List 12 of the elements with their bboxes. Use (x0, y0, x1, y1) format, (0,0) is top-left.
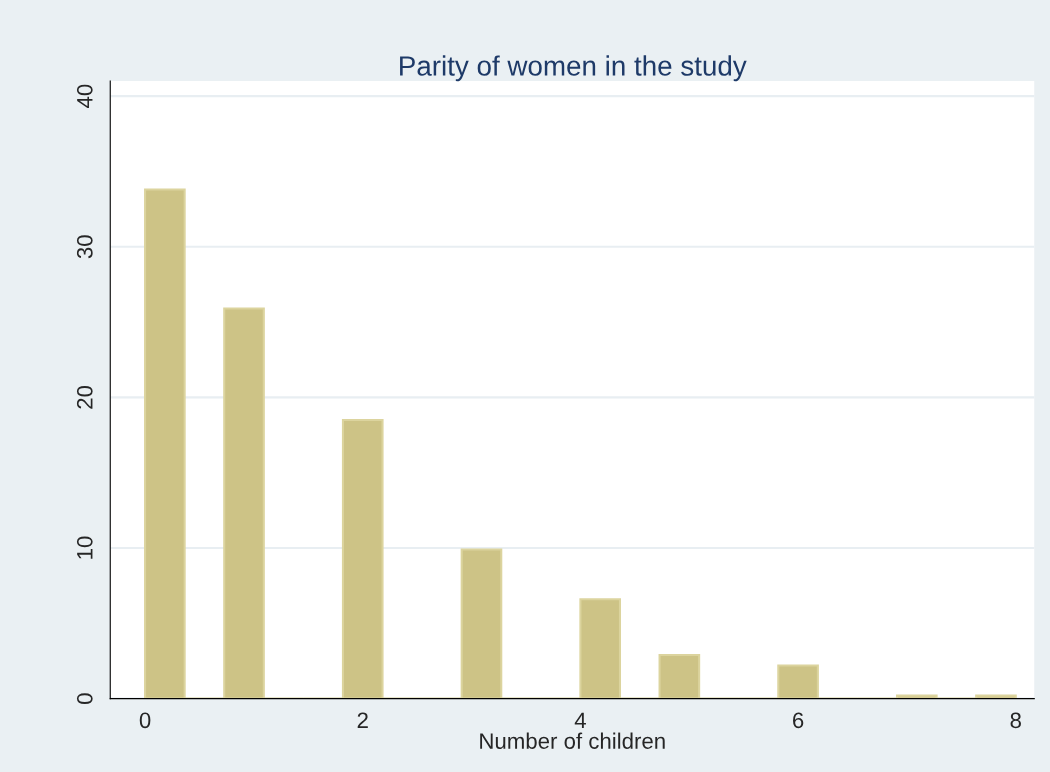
y-tick-label: 20 (76, 385, 93, 409)
chart-title: Parity of women in the study (400, 55, 747, 82)
x-tick-label: 0 (139, 712, 151, 729)
y-tick-label: 40 (76, 84, 93, 108)
x-tick-label: 6 (793, 712, 804, 729)
y-tick-label: 0 (76, 693, 93, 704)
x-tick-label: 8 (1010, 712, 1021, 729)
x-tick-label: 2 (357, 712, 368, 728)
y-tick-label: 10 (76, 536, 93, 559)
x-tick-label: 4 (574, 712, 586, 728)
y-tick-label: 30 (76, 235, 93, 259)
x-axis-title: Number of children (480, 732, 665, 749)
